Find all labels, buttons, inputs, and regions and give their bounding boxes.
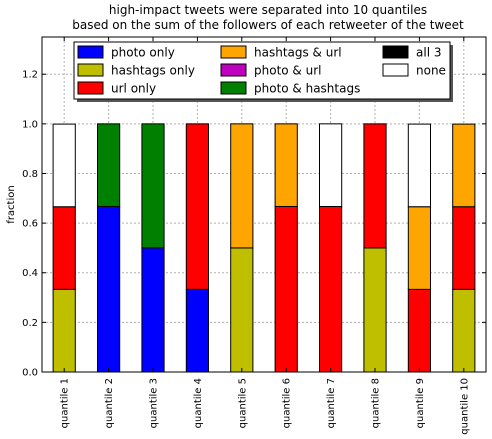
bar-segment-hashtags-and-url <box>230 123 254 249</box>
bar-segment-hashtags-only <box>363 247 387 373</box>
y-tick-label: 0.4 <box>22 268 38 279</box>
legend: photo only hashtags only url only hashtags … <box>73 41 453 102</box>
bar-segment-hashtags-and-url <box>274 123 298 207</box>
legend-label-photo-and-url: photo & url <box>254 64 321 78</box>
legend-swatch-photo-and-url <box>220 63 247 77</box>
bar-segment-photo-only <box>97 205 121 373</box>
bar-segment-url-only <box>363 123 387 249</box>
x-tick-label: quantile 2 <box>104 378 115 428</box>
bar-segment-none <box>407 123 431 208</box>
bar-segment-hashtags-only <box>52 288 76 373</box>
y-tick-label: 0.8 <box>22 169 38 180</box>
bar-segment-hashtags-and-url <box>452 123 476 208</box>
legend-swatch-hashtags-only <box>77 63 104 77</box>
legend-label-all-3: all 3 <box>416 46 441 60</box>
bar-segment-photo-and-hashtags <box>97 123 121 207</box>
bar-segment-photo-only <box>141 247 165 373</box>
chart-subtitle: based on the sum of the followers of eac… <box>72 18 464 32</box>
x-tick-label: quantile 10 <box>459 378 470 435</box>
chart-title: high-impact tweets were separated into 1… <box>109 3 427 17</box>
x-tick-label: quantile 6 <box>282 378 293 428</box>
x-tick-label: quantile 1 <box>60 378 71 428</box>
x-tick-label: quantile 3 <box>149 378 160 428</box>
legend-swatch-photo-and-hashtags <box>220 81 247 95</box>
bar-segment-url-only <box>407 288 431 373</box>
plot-area <box>41 36 487 373</box>
legend-swatch-url-only <box>77 81 104 95</box>
legend-label-url-only: url only <box>111 82 156 96</box>
legend-label-hashtags-and-url: hashtags & url <box>254 46 342 60</box>
bar-segment-none <box>319 123 343 207</box>
bar-segment-url-only <box>452 206 476 290</box>
y-tick-label: 0.2 <box>22 318 38 329</box>
x-tick-label: quantile 4 <box>193 378 204 428</box>
bar-segment-hashtags-and-url <box>407 206 431 290</box>
bar-segment-photo-only <box>185 288 210 373</box>
bar-segment-none <box>52 123 76 208</box>
x-axis-ticks: quantile 1 quantile 2 quantile 3 quantile 4… <box>60 37 470 435</box>
legend-label-photo-only: photo only <box>111 46 175 60</box>
bar-segment-url-only <box>274 205 298 373</box>
y-tick-label: 1.0 <box>22 119 38 130</box>
legend-swatch-hashtags-and-url <box>220 45 247 59</box>
y-tick-label: 1.2 <box>22 70 38 81</box>
legend-label-photo-and-hashtags: photo & hashtags <box>254 82 360 96</box>
x-tick-label: quantile 5 <box>237 378 248 428</box>
legend-label-hashtags-only: hashtags only <box>111 64 195 78</box>
bar-segment-hashtags-only <box>230 247 254 373</box>
legend-swatch-photo-only <box>77 45 104 59</box>
bar-segment-url-only <box>52 206 76 290</box>
x-tick-label: quantile 7 <box>326 378 337 428</box>
y-tick-label: 0.0 <box>22 368 38 379</box>
y-axis-label: fraction <box>6 185 17 223</box>
legend-label-none: none <box>416 64 446 78</box>
x-tick-label: quantile 8 <box>371 378 382 428</box>
bar-segment-url-only <box>185 123 210 290</box>
bar-segment-url-only <box>319 205 343 373</box>
bar-segment-photo-and-hashtags <box>141 123 165 249</box>
x-tick-label: quantile 9 <box>415 378 426 428</box>
y-tick-label: 0.6 <box>22 219 38 230</box>
y-axis-ticks: 0.0 0.2 0.4 0.6 0.8 1.0 1.2 <box>22 70 486 379</box>
legend-swatch-all-3 <box>382 45 409 59</box>
bars <box>52 123 476 373</box>
legend-swatch-none <box>382 63 409 77</box>
bar-segment-hashtags-only <box>452 288 476 373</box>
